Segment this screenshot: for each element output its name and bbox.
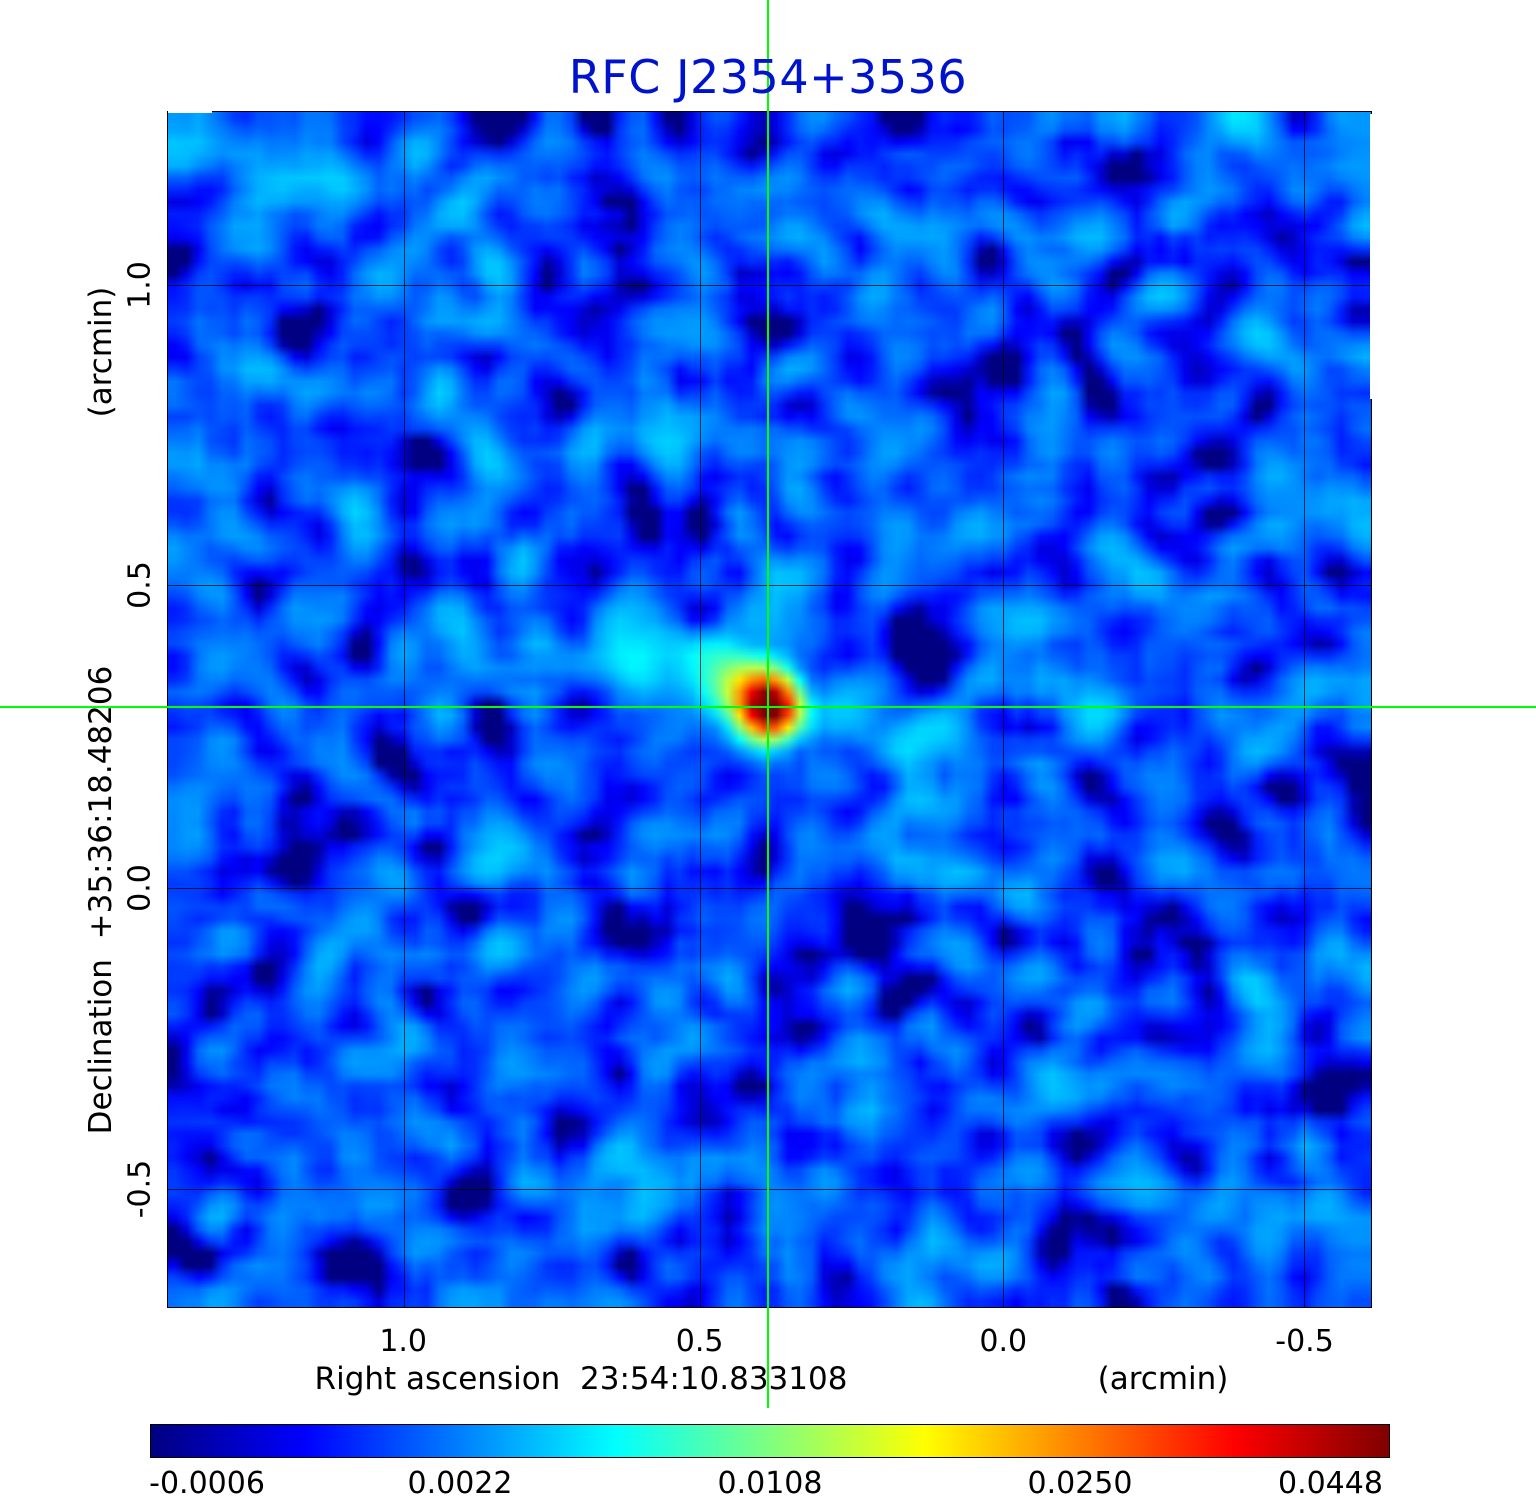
figure-title: RFC J2354+3536 bbox=[568, 50, 968, 104]
x-gridline bbox=[1002, 112, 1004, 1307]
x-gridline bbox=[403, 112, 405, 1307]
colorbar-tick-label: 0.0022 bbox=[407, 1466, 513, 1501]
frame-highlight-right-edge bbox=[1370, 114, 1373, 399]
y-tick-label: 0.5 bbox=[122, 561, 158, 609]
colorbar-tick-labels: -0.0006 0.0022 0.0108 0.0250 0.0448 bbox=[149, 1466, 1390, 1506]
colorbar-tick-label: 0.0448 bbox=[1277, 1466, 1383, 1501]
y-gridline bbox=[168, 585, 1371, 587]
colorbar bbox=[150, 1424, 1390, 1458]
x-gridline bbox=[1303, 112, 1305, 1307]
crosshair-vertical-line bbox=[767, 0, 770, 1408]
x-tick-label: 0.5 bbox=[675, 1324, 724, 1359]
y-gridline bbox=[168, 285, 1371, 287]
y-tick-label: 1.0 bbox=[122, 260, 158, 309]
grid-layer bbox=[168, 112, 1371, 1307]
plot-area bbox=[167, 110, 1373, 1308]
x-tick-label: 1.0 bbox=[379, 1324, 428, 1359]
colorbar-tick-label: 0.0250 bbox=[1027, 1466, 1133, 1501]
y-gridline bbox=[168, 887, 1371, 889]
x-axis-unit-label: (arcmin) bbox=[1097, 1361, 1229, 1397]
x-axis-tick-labels: 1.0 0.5 0.0 -0.5 bbox=[167, 1324, 1372, 1364]
colorbar-tick-label: 0.0108 bbox=[717, 1466, 823, 1501]
x-gridline bbox=[699, 112, 701, 1307]
y-gridline bbox=[168, 1188, 1371, 1190]
y-axis-tick-labels: 1.0 0.5 0.0 -0.5 bbox=[122, 111, 158, 1308]
colorbar-tick-label: -0.0006 bbox=[149, 1466, 265, 1501]
y-axis-label: Declination +35:36:18.48206 bbox=[83, 665, 119, 1135]
x-tick-label: 0.0 bbox=[979, 1324, 1028, 1359]
x-axis-label: Right ascension 23:54:10.833108 bbox=[314, 1361, 848, 1397]
frame-highlight-top-left bbox=[168, 110, 212, 113]
x-tick-label: -0.5 bbox=[1275, 1324, 1334, 1359]
sky-heatmap-canvas bbox=[168, 112, 1371, 1307]
y-tick-label: -0.5 bbox=[122, 1160, 158, 1219]
y-axis-unit-label: (arcmin) bbox=[83, 286, 119, 418]
crosshair-horizontal-line bbox=[0, 705, 1536, 708]
y-tick-label: 0.0 bbox=[122, 863, 158, 912]
